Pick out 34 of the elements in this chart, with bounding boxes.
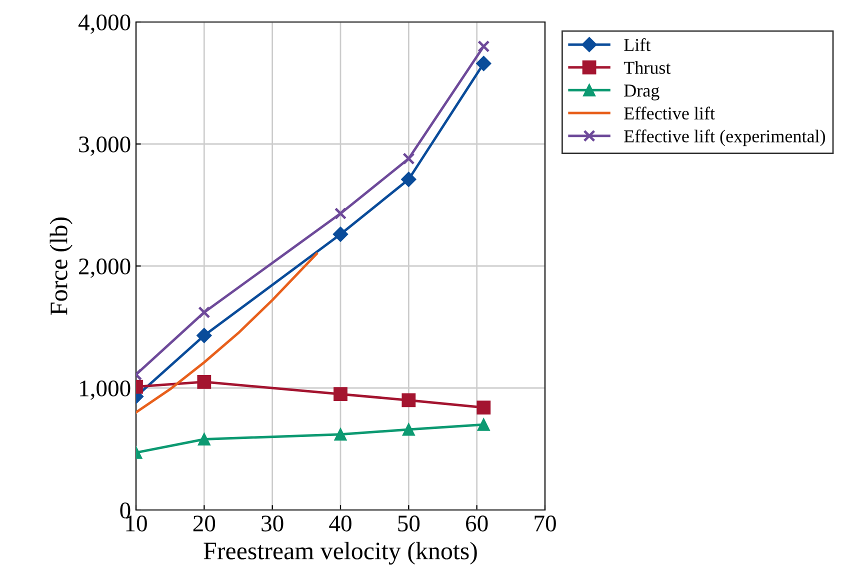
- point: [402, 393, 416, 408]
- point: [198, 432, 210, 446]
- y-tick-label: 2,000: [79, 258, 130, 278]
- point: [334, 207, 347, 220]
- y-tick-label: 1,000: [80, 380, 130, 400]
- legend-label: Effective lift (experimental): [624, 130, 826, 146]
- point: [477, 418, 490, 431]
- legend-label: Lift: [624, 38, 651, 52]
- x-tick-label: 20: [193, 516, 216, 532]
- point: [401, 172, 416, 187]
- point: [476, 400, 491, 414]
- point: [478, 40, 490, 53]
- x-tick-label: 40: [329, 516, 352, 532]
- x-axis-title: Freestream velocity (knots): [204, 542, 477, 565]
- point: [402, 152, 415, 165]
- point: [334, 428, 347, 441]
- point: [332, 226, 348, 242]
- point: [334, 387, 348, 402]
- y-tick-label: 3,000: [79, 136, 130, 156]
- x-tick-label: 60: [466, 516, 488, 532]
- x-tick-label: 70: [534, 516, 556, 532]
- y-axis-title: Force (lb): [50, 217, 72, 315]
- point: [198, 306, 210, 318]
- legend-label: Effective lift: [624, 106, 715, 120]
- y-tick-label: 4,000: [78, 14, 130, 34]
- point: [197, 374, 212, 389]
- point: [476, 56, 492, 72]
- legend-label: Drag: [624, 84, 660, 100]
- x-tick-label: 50: [398, 516, 420, 532]
- point: [196, 328, 212, 344]
- line-series: [136, 252, 318, 414]
- point: [402, 423, 415, 436]
- legend-label: Thrust: [624, 61, 671, 74]
- x-tick-label: 30: [262, 516, 284, 532]
